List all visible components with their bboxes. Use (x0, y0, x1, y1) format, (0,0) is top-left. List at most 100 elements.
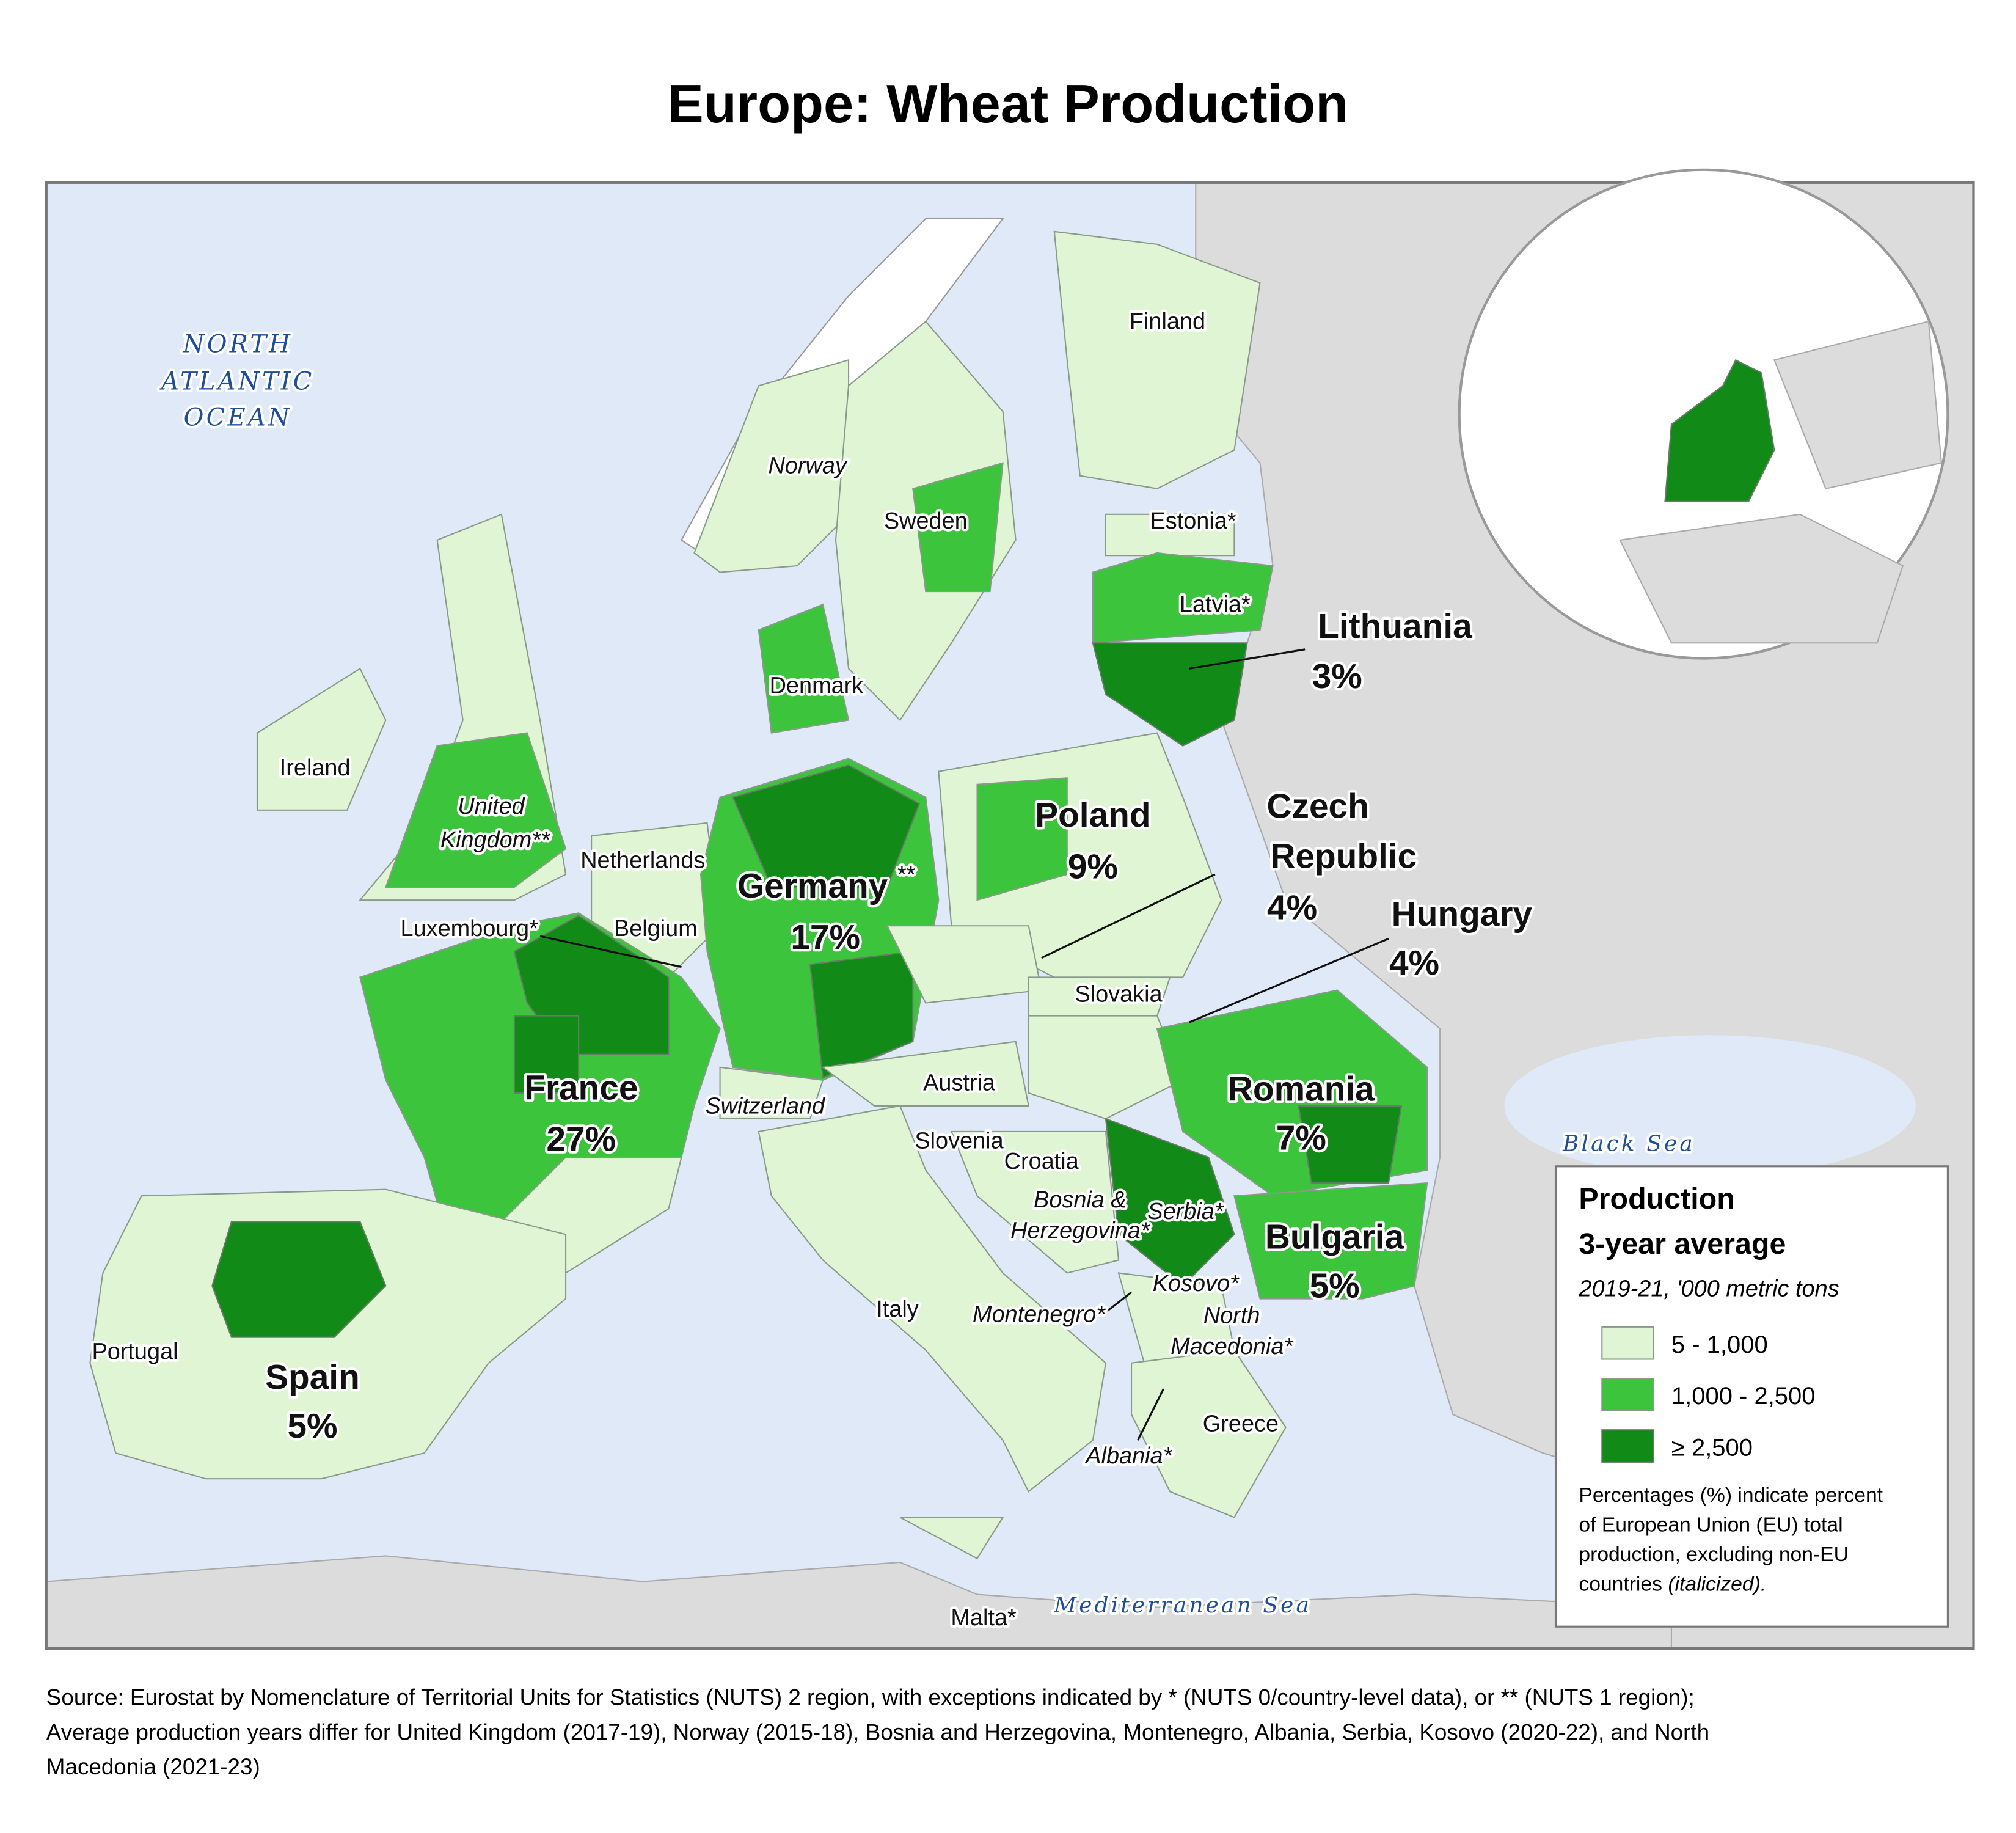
country-label: 5% (1309, 1267, 1359, 1305)
country-label: 9% (1068, 847, 1118, 886)
globe (1458, 168, 1949, 660)
source: Average production years differ for Unit… (46, 1719, 1709, 1744)
ireland (256, 667, 387, 811)
legend-item: 1,000 - 2,500 (1671, 1383, 1816, 1410)
leader-luxembourg (539, 935, 682, 968)
country-label: Slovenia (915, 1128, 1004, 1154)
country-label: Portugal (92, 1339, 178, 1364)
country-label: 17% (791, 918, 860, 957)
country-label: Croatia (1004, 1149, 1079, 1174)
country-label: 4% (1267, 889, 1317, 927)
lithuania (1092, 642, 1248, 747)
spain-castile (211, 1221, 387, 1338)
switzerland (719, 1066, 824, 1119)
legend: Production 3-year average 2019-21, '000 … (1554, 1165, 1949, 1628)
sicily (899, 1517, 1004, 1560)
country-label: Lithuania (1318, 607, 1472, 646)
croatia-bosnia (950, 1130, 1120, 1274)
legend-title: Production (1579, 1182, 1734, 1215)
leader-montenegro (1102, 1291, 1132, 1315)
country-label: Germany (737, 867, 888, 906)
country-label: Bulgaria (1265, 1218, 1404, 1256)
country-label: Denmark (770, 673, 864, 698)
country-label: Netherlands (580, 848, 705, 874)
country-label: Kingdom** (440, 827, 550, 853)
country-label: France (524, 1069, 638, 1107)
country-label: Switzerland (705, 1094, 826, 1119)
country-label: Montenegro* (973, 1301, 1106, 1327)
country-label: Kosovo* (1153, 1271, 1240, 1297)
country-label: Romania (1228, 1070, 1375, 1108)
bulgaria (1233, 1182, 1428, 1300)
country-label: North (1203, 1303, 1260, 1329)
country-label: Ireland (280, 755, 351, 781)
sweden-region (912, 462, 1004, 593)
poland-region (976, 777, 1068, 901)
greece (1130, 1349, 1287, 1518)
finland (1053, 230, 1261, 489)
denmark (758, 603, 850, 734)
leader-albania (1137, 1388, 1165, 1441)
country-label: Greece (1203, 1411, 1279, 1436)
germany-north (732, 764, 921, 888)
legend-note: countries (italicized). (1579, 1573, 1766, 1595)
hungary (1028, 1015, 1184, 1120)
legend-swatch (1601, 1377, 1654, 1411)
globe-asia (1773, 320, 1943, 489)
country-label: Serbia* (1147, 1199, 1224, 1224)
country-label: Republic (1270, 838, 1417, 876)
latvia (1092, 552, 1274, 644)
austria (821, 1041, 1029, 1107)
country-label: Poland (1035, 796, 1150, 835)
country-label: Spain (265, 1358, 360, 1397)
legend-note: production, excluding non-EU (1579, 1543, 1849, 1566)
country-label: Malta* (951, 1605, 1017, 1631)
leader-hungary (1189, 937, 1389, 1023)
romania-region (1298, 1105, 1403, 1184)
country-label: Albania* (1084, 1443, 1172, 1469)
benelux (591, 822, 721, 978)
country-label: Norway (768, 453, 847, 478)
legend-note: Percentages (%) indicate percent (1579, 1484, 1883, 1507)
estonia (1105, 513, 1235, 557)
country-label: Italy (876, 1297, 919, 1322)
country-label: 7% (1276, 1119, 1326, 1157)
country-label: Czech (1267, 787, 1369, 825)
country-label: Macedonia* (1171, 1334, 1293, 1359)
country-label: Austria (923, 1070, 996, 1096)
country-label: Latvia* (1180, 592, 1251, 618)
serbia (1105, 1118, 1235, 1287)
legend-swatch (1601, 1429, 1654, 1463)
legend-note: of European Union (EU) total (1579, 1513, 1843, 1536)
country-label: Slovakia (1075, 981, 1163, 1007)
labels: NORTH ATLANTIC OCEAN Black Sea Mediterranean… (89, 307, 1695, 1634)
country-label: Luxembourg* (401, 916, 539, 942)
country-label: United (458, 794, 525, 819)
country-label: 5% (287, 1407, 337, 1446)
country-label: Finland (1130, 309, 1205, 335)
title: Europe: Wheat Production (668, 73, 1348, 134)
country-label: Sweden (884, 508, 968, 534)
water-label: Black Sea (1562, 1132, 1695, 1157)
black-sea (1504, 1035, 1916, 1177)
legend-subtitle: 2019-21, '000 metric tons (1578, 1276, 1839, 1301)
legend-swatch (1601, 1326, 1654, 1360)
globe-eu (1664, 359, 1775, 502)
legend-note-italic: (italicized). (1668, 1573, 1766, 1595)
italy (758, 1105, 1107, 1493)
country-label: ** (897, 862, 916, 888)
country-label: 4% (1389, 944, 1439, 982)
water-label: NORTH (183, 331, 293, 359)
country-label: Bosnia & (1034, 1187, 1127, 1213)
legend-item: ≥ 2,500 (1671, 1434, 1753, 1461)
leader-czech (1041, 873, 1216, 959)
source: Source: Eurostat by Nomenclature of Terr… (46, 1685, 1695, 1710)
country-label: Belgium (614, 916, 698, 942)
france-centre (513, 1015, 580, 1094)
leader-lithuania (1189, 648, 1306, 670)
country-label: Hungary (1392, 895, 1533, 934)
water-label: Mediterranean Sea (1053, 1593, 1312, 1618)
country-label: Estonia* (1150, 508, 1236, 534)
germany-south (809, 951, 914, 1079)
